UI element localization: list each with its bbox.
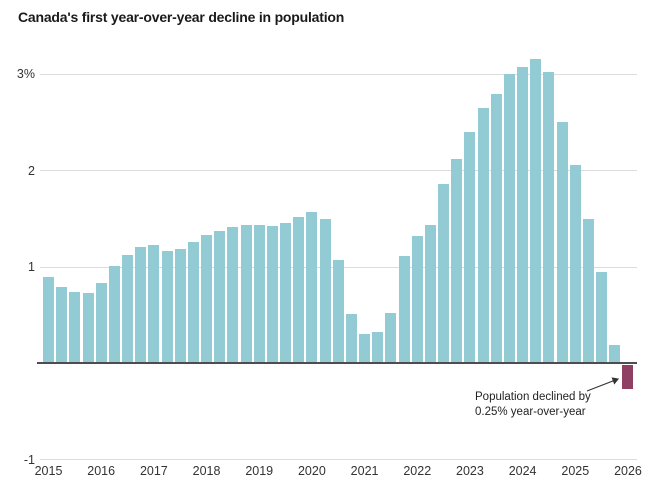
bar-2026-q1-decline xyxy=(622,364,634,389)
x-axis-label-2015: 2015 xyxy=(34,464,63,478)
bar-2018-q1 xyxy=(201,235,213,364)
bar-2022-q3 xyxy=(438,184,450,364)
gridline-2 xyxy=(40,170,637,172)
y-axis-label-1: 1 xyxy=(28,260,35,275)
bar-2016-q3 xyxy=(122,254,134,364)
bar-2021-q3 xyxy=(385,313,397,364)
y-axis-label--1: -1 xyxy=(23,452,35,467)
bar-2017-q2 xyxy=(161,250,173,364)
bar-2023-q2 xyxy=(477,108,489,364)
annotation-arrow-icon xyxy=(586,377,620,392)
bar-2019-q4 xyxy=(293,216,305,364)
x-axis-label-2017: 2017 xyxy=(139,464,168,478)
bar-2016-q1 xyxy=(95,283,107,364)
gridline-3 xyxy=(40,73,637,75)
bar-2025-q3 xyxy=(596,271,608,364)
x-axis-label-2018: 2018 xyxy=(192,464,221,478)
gridline--1 xyxy=(40,459,637,461)
bar-2021-q4 xyxy=(398,255,410,364)
bar-2022-q2 xyxy=(424,224,436,364)
bar-2015-q4 xyxy=(82,293,94,364)
annotation: Population declined by 0.25% year-over-y… xyxy=(475,390,591,420)
x-axis-label-2026: 2026 xyxy=(614,464,642,478)
bar-2019-q3 xyxy=(280,222,292,364)
x-axis-baseline xyxy=(37,362,637,365)
bar-2020-q3 xyxy=(332,260,344,364)
bar-2015-q2 xyxy=(56,287,68,364)
x-axis-label-2020: 2020 xyxy=(297,464,326,478)
bar-2024-q3 xyxy=(543,72,555,364)
bar-2021-q2 xyxy=(372,331,384,364)
annotation-line1: Population declined by xyxy=(475,391,591,403)
bar-2019-q2 xyxy=(266,225,278,364)
x-axis-label-2024: 2024 xyxy=(508,464,537,478)
x-axis-label-2025: 2025 xyxy=(561,464,590,478)
bar-2017-q1 xyxy=(148,244,160,364)
bar-2020-q1 xyxy=(306,212,318,364)
bar-2023-q1 xyxy=(464,132,476,364)
bar-2024-q4 xyxy=(556,121,568,364)
bar-2025-q4 xyxy=(609,345,621,364)
bar-2025-q2 xyxy=(582,218,594,364)
bar-2017-q4 xyxy=(187,242,199,364)
x-axis-label-2022: 2022 xyxy=(403,464,432,478)
bar-2024-q1 xyxy=(517,66,529,364)
y-axis-label-2: 2 xyxy=(28,163,35,178)
bar-2015-q3 xyxy=(69,292,81,364)
x-axis-label-2016: 2016 xyxy=(87,464,116,478)
bar-2023-q4 xyxy=(503,74,515,364)
bar-2024-q2 xyxy=(530,58,542,364)
annotation-line2: 0.25% year-over-year xyxy=(475,406,586,418)
bar-2019-q1 xyxy=(253,224,265,364)
y-axis-label-3: 3% xyxy=(16,67,35,82)
bar-2020-q4 xyxy=(345,314,357,364)
x-axis-label-2023: 2023 xyxy=(456,464,484,478)
chart-title: Canada's first year-over-year decline in… xyxy=(18,9,345,25)
bar-2022-q1 xyxy=(411,236,423,364)
bar-2018-q2 xyxy=(214,231,226,364)
x-axis-label-2019: 2019 xyxy=(245,464,274,478)
bar-2021-q1 xyxy=(359,333,371,364)
bar-2016-q4 xyxy=(135,246,147,364)
bar-2022-q4 xyxy=(451,159,463,364)
bar-2025-q1 xyxy=(569,164,581,364)
bar-2016-q2 xyxy=(108,266,120,364)
bar-2020-q2 xyxy=(319,218,331,364)
bar-2018-q3 xyxy=(227,226,239,364)
x-axis-label-2021: 2021 xyxy=(350,464,379,478)
bar-2015-q1 xyxy=(43,276,54,364)
bar-2017-q3 xyxy=(174,248,186,364)
bar-2018-q4 xyxy=(240,224,252,364)
bar-2023-q3 xyxy=(490,93,502,364)
